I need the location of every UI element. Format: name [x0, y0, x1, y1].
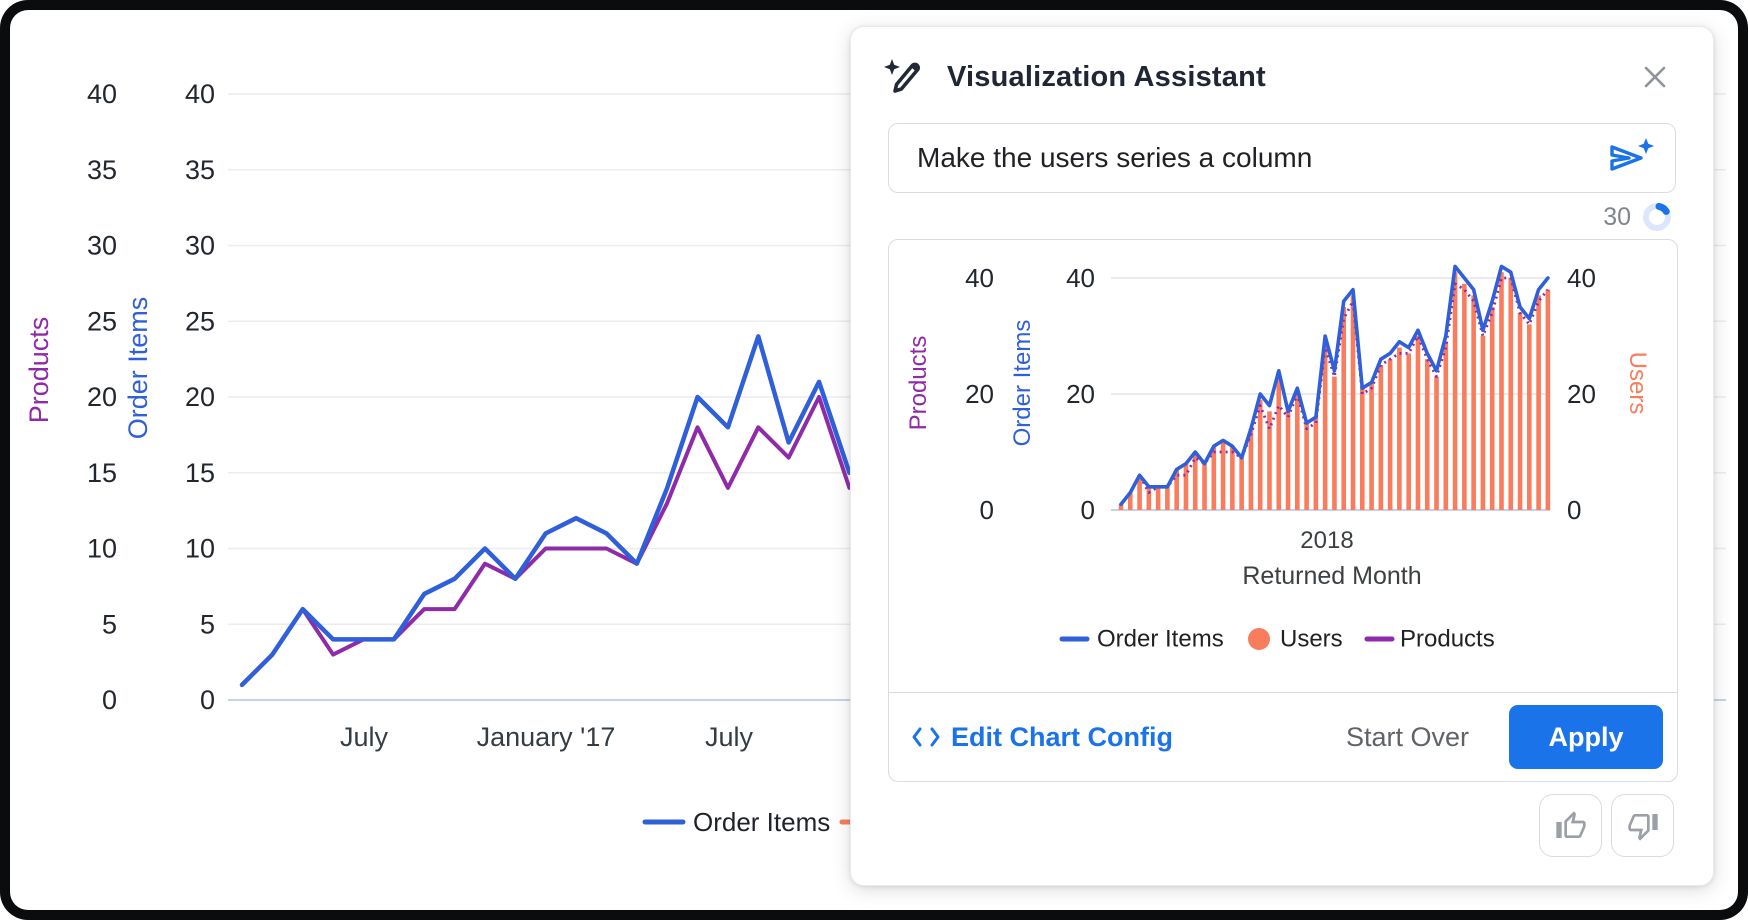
- close-button[interactable]: [1637, 59, 1673, 95]
- svg-text:Products: Products: [1400, 626, 1495, 653]
- svg-text:Order Items: Order Items: [123, 297, 153, 440]
- svg-text:15: 15: [87, 458, 117, 488]
- svg-text:30: 30: [87, 231, 117, 261]
- svg-text:40: 40: [185, 79, 215, 109]
- svg-text:Users: Users: [1624, 352, 1651, 415]
- svg-text:20: 20: [965, 379, 994, 409]
- svg-text:July: July: [705, 722, 754, 752]
- send-sparkle-icon: [1610, 138, 1654, 171]
- svg-text:20: 20: [87, 382, 117, 412]
- svg-text:40: 40: [1066, 263, 1095, 293]
- code-icon: [912, 727, 940, 747]
- thumbs-up-button[interactable]: [1539, 794, 1602, 857]
- close-icon: [1644, 66, 1666, 88]
- svg-text:10: 10: [87, 534, 117, 564]
- quota-remaining: 30: [1603, 202, 1631, 231]
- svg-text:Products: Products: [24, 317, 54, 424]
- svg-text:Order Items: Order Items: [1009, 320, 1036, 447]
- svg-text:20: 20: [1066, 379, 1095, 409]
- quota-spinner-icon: [1641, 201, 1673, 233]
- feedback-row: [1539, 794, 1674, 857]
- svg-text:15: 15: [185, 458, 215, 488]
- chart-preview-card: 0 0 0 20 20 20 40 40 40 Products Order Items Users 2…: [888, 239, 1678, 782]
- edit-chart-config-link[interactable]: Edit Chart Config: [911, 722, 1173, 753]
- svg-text:Order Items: Order Items: [1097, 626, 1224, 653]
- svg-text:5: 5: [200, 609, 215, 639]
- assistant-panel: Visualization Assistant 30: [850, 26, 1714, 886]
- svg-text:40: 40: [1567, 263, 1596, 293]
- prompt-input[interactable]: [917, 142, 1599, 174]
- apply-button[interactable]: Apply: [1509, 705, 1663, 769]
- thumbs-down-icon: [1627, 813, 1658, 841]
- prompt-input-container: [888, 123, 1676, 193]
- svg-text:January '17: January '17: [477, 722, 616, 752]
- svg-text:0: 0: [980, 495, 994, 525]
- send-button[interactable]: [1605, 135, 1657, 181]
- svg-text:Users: Users: [1280, 626, 1343, 653]
- svg-text:Order Items: Order Items: [693, 807, 830, 837]
- start-over-button[interactable]: Start Over: [1345, 721, 1469, 752]
- svg-text:2018: 2018: [1300, 527, 1353, 554]
- svg-text:5: 5: [102, 609, 117, 639]
- thumbs-down-button[interactable]: [1611, 794, 1674, 857]
- svg-text:Returned Month: Returned Month: [1242, 562, 1421, 590]
- panel-title: Visualization Assistant: [947, 60, 1266, 93]
- svg-text:0: 0: [1081, 495, 1095, 525]
- panel-header: Visualization Assistant: [851, 27, 1713, 99]
- app-screen: 0 0 5 5 10 10 15 15 20 20 25 25 30 30 35 35 40 40 Products…: [10, 10, 1738, 910]
- svg-text:35: 35: [185, 155, 215, 185]
- svg-text:40: 40: [965, 263, 994, 293]
- svg-text:Products: Products: [905, 336, 932, 431]
- svg-text:20: 20: [185, 382, 215, 412]
- quota-row: 30: [851, 193, 1713, 233]
- svg-text:0: 0: [102, 685, 117, 715]
- svg-text:10: 10: [185, 534, 215, 564]
- svg-text:20: 20: [1567, 379, 1596, 409]
- svg-text:40: 40: [87, 79, 117, 109]
- svg-text:July: July: [340, 722, 389, 752]
- svg-text:25: 25: [87, 306, 117, 336]
- assistant-chart-preview: 0 0 0 20 20 20 40 40 40 Products Order Items Users 2…: [905, 263, 1651, 653]
- magic-pen-icon: [881, 55, 925, 99]
- svg-text:0: 0: [200, 685, 215, 715]
- svg-text:35: 35: [87, 155, 117, 185]
- svg-text:30: 30: [185, 231, 215, 261]
- card-footer: Edit Chart Config Start Over Apply: [889, 692, 1677, 781]
- svg-text:25: 25: [185, 306, 215, 336]
- edit-chart-config-label: Edit Chart Config: [951, 721, 1173, 752]
- thumbs-up-icon: [1555, 810, 1586, 838]
- svg-text:0: 0: [1567, 495, 1581, 525]
